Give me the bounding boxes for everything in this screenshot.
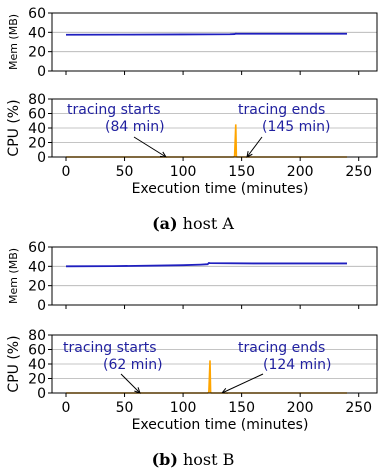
annotation-line1: tracing ends — [238, 340, 325, 356]
mem-series-line — [65, 32, 347, 36]
cpu-ytick-label: 60 — [28, 343, 46, 359]
mem-panel-1: 0 20 40 60 Mem (MB) — [7, 240, 378, 314]
annotation-line1: tracing starts — [63, 340, 157, 356]
mem-ytick-label: 0 — [37, 298, 46, 314]
annotation-arrowhead — [159, 151, 167, 158]
xtick-label: 250 — [345, 164, 372, 180]
mem-ytick-label: 60 — [28, 240, 46, 256]
cpu-ytick-label: 60 — [28, 107, 46, 123]
cpu-ylabel: CPU (%) — [6, 99, 22, 156]
cpu-ylabel: CPU (%) — [6, 335, 22, 392]
xtick-label: 100 — [170, 164, 197, 180]
cpu-ytick-label: 20 — [28, 372, 46, 388]
annotation-line2: (124 min) — [263, 357, 332, 373]
xtick-label: 0 — [62, 164, 71, 180]
figure-caption: (b) host B — [152, 450, 235, 469]
mem-ylabel: Mem (MB) — [7, 248, 20, 304]
xtick-label: 150 — [228, 400, 255, 416]
annotation-arrowhead — [246, 151, 253, 158]
cpu-ytick-label: 40 — [28, 357, 46, 373]
annotation-line2: (145 min) — [262, 119, 331, 135]
cpu-ytick-label: 80 — [28, 328, 46, 344]
annotation-arrowhead — [220, 388, 229, 394]
mem-ytick-label: 40 — [28, 25, 46, 41]
caption-text: host A — [178, 214, 235, 233]
xtick-label: 100 — [170, 400, 197, 416]
mem-ytick-label: 20 — [28, 45, 46, 61]
cpu-ytick-label: 0 — [37, 150, 46, 166]
annotation-arrow — [221, 373, 264, 394]
mem-plot-frame — [51, 12, 378, 72]
mem-series-line — [65, 261, 347, 268]
cpu-ytick-label: 0 — [37, 386, 46, 402]
figure-caption: (a) host A — [152, 214, 234, 233]
annotation-line2: (84 min) — [105, 119, 165, 135]
mem-ytick-label: 60 — [28, 6, 46, 22]
xtick-label: 150 — [228, 164, 255, 180]
xtick-label: 0 — [62, 400, 71, 416]
cpu-ytick-label: 40 — [28, 121, 46, 137]
annotation-arrow — [133, 136, 167, 158]
mem-ytick-label: 0 — [37, 64, 46, 80]
mem-ylabel: Mem (MB) — [7, 14, 20, 70]
xtick-label: 200 — [287, 164, 314, 180]
caption-label: (a) — [152, 214, 178, 233]
cpu-ytick-label: 80 — [28, 92, 46, 108]
xlabel: Execution time (minutes) — [132, 417, 309, 433]
xtick-label: 50 — [116, 164, 134, 180]
annotation-arrow — [246, 136, 263, 158]
cpu-plot-frame — [51, 98, 378, 158]
cpu-ytick-label: 20 — [28, 136, 46, 152]
mem-ytick-label: 40 — [28, 259, 46, 275]
annotation-line1: tracing ends — [238, 102, 325, 118]
cpu-plot-frame — [51, 334, 378, 394]
caption-text: host B — [178, 450, 235, 469]
annotation-line1: tracing starts — [67, 102, 161, 118]
mem-plot-frame — [51, 246, 378, 306]
xlabel: Execution time (minutes) — [132, 181, 309, 197]
xtick-label: 200 — [287, 400, 314, 416]
annotation-line2: (62 min) — [103, 357, 163, 373]
annotation-arrowhead — [134, 387, 141, 394]
xtick-label: 50 — [116, 400, 134, 416]
xtick-label: 250 — [345, 400, 372, 416]
mem-ytick-label: 20 — [28, 279, 46, 295]
caption-label: (b) — [152, 450, 178, 469]
annotation-arrow — [120, 373, 141, 394]
mem-panel-0: 0 20 40 60 Mem (MB) — [7, 6, 378, 80]
